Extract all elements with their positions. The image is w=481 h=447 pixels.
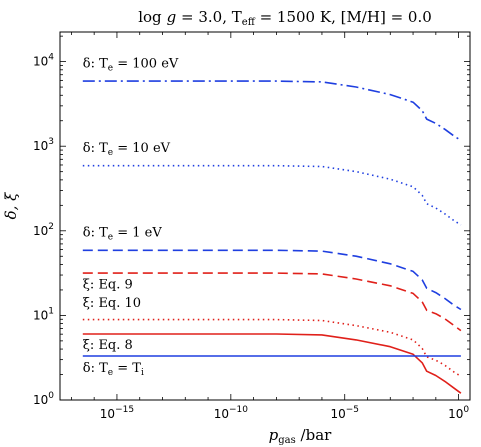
xlabel-part-2: gas [278,435,296,446]
y-tick-label: 101 [33,306,54,322]
y-tick-label: 102 [33,222,54,238]
plot-frame [59,31,471,401]
series-line [82,333,462,394]
series-annotation: ξ: Eq. 9 [83,277,133,292]
y-tick-label: 100 [33,391,54,407]
title-part-2: g [167,8,177,26]
x-tick-label: 100 [448,405,469,421]
title-part-3: = 3.0, T [176,8,242,26]
y-tick-label: 104 [33,53,54,69]
chart-title: log g = 3.0, Teff = 1500 K, [M/H] = 0.0 [138,8,432,28]
series-annotation: δ: Te = 1 eV [83,226,163,243]
series-annotation: δ: Te = Ti [83,361,144,378]
title-part-4: eff [242,17,256,28]
x-tick-label: 10−15 [100,405,134,421]
series-annotation: ξ: Eq. 10 [83,296,141,311]
y-axis-label: δ, ξ [2,192,20,220]
title-part-1: log [138,8,162,26]
xlabel-part-3: /bar [296,426,332,444]
x-axis-label: pgas /bar [269,426,332,446]
y-tick-label: 103 [33,137,54,153]
series-annotation: δ: Te = 100 eV [83,57,179,74]
series-line [82,80,462,141]
series-line [82,249,462,311]
plot-area: 10−15 10−10 10−5 100 100 101 102 103 104 δ: Te = … [33,31,471,421]
xlabel-part-1: p [269,426,279,444]
x-tick-label: 10−10 [214,405,249,421]
x-tick-label: 10−5 [330,405,359,421]
series-annotation: ξ: Eq. 8 [83,338,133,353]
series-line [82,272,462,332]
title-part-5: = 1500 K, [M/H] = 0.0 [255,8,432,26]
series-line [82,164,462,226]
series-annotation: δ: Te = 10 eV [83,141,171,158]
